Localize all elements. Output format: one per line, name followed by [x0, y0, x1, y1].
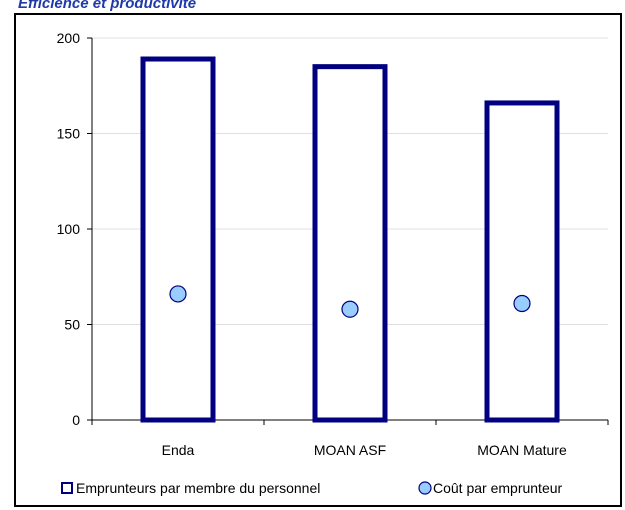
marker-series [169, 285, 531, 318]
legend-label: Coût par emprunteur [433, 480, 563, 496]
bar [312, 64, 388, 423]
legend-swatch-marker [418, 481, 432, 495]
data-point [513, 294, 531, 313]
legend: Emprunteurs par membre du personnel Coût … [61, 480, 563, 496]
legend-label: Emprunteurs par membre du personnel [76, 480, 320, 496]
data-point [341, 300, 359, 318]
x-tick-label: Enda [162, 442, 195, 458]
chart-heading: Efficience et productivité [18, 0, 197, 12]
y-tick-label: 50 [64, 317, 80, 333]
legend-swatch-bar [61, 482, 73, 494]
data-point [169, 285, 187, 303]
x-tick-label: MOAN ASF [314, 442, 386, 458]
bar [140, 56, 216, 423]
y-tick-label: 100 [57, 221, 81, 237]
y-tick-label: 150 [57, 126, 81, 142]
chart-frame [14, 13, 622, 507]
x-tick-label: MOAN Mature [477, 442, 567, 458]
y-tick-label: 0 [72, 412, 80, 428]
y-tick-label: 200 [57, 30, 81, 46]
bar [484, 100, 560, 423]
bar-series [140, 56, 560, 423]
axis-labels: 0 50 100 150 200 Enda MOAN ASF MOAN Mature [57, 30, 567, 458]
